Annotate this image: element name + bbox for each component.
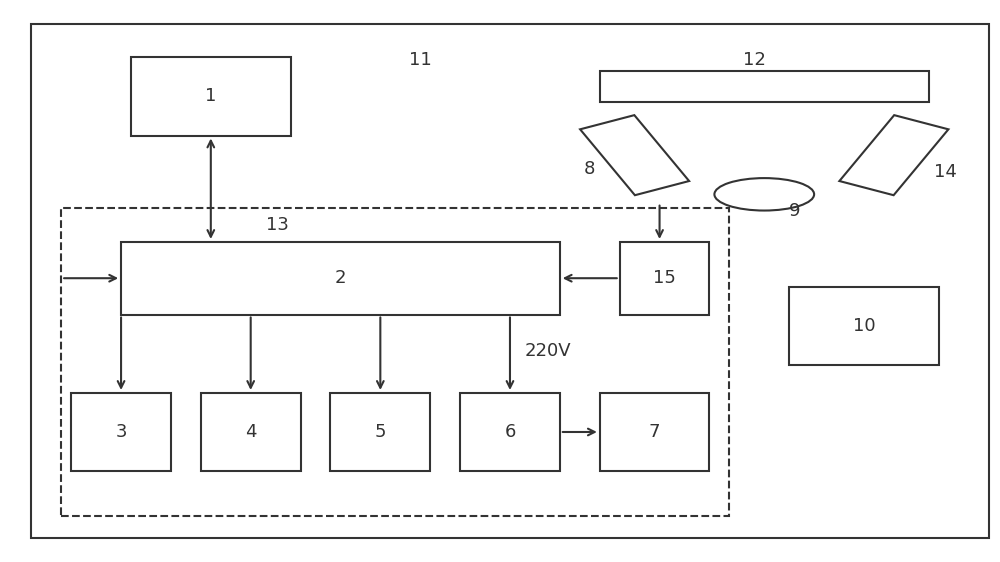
Text: 220V: 220V — [525, 342, 572, 360]
Bar — [580, 115, 689, 195]
Ellipse shape — [714, 178, 814, 211]
Bar — [460, 393, 560, 471]
Text: 10: 10 — [853, 317, 875, 335]
Text: 9: 9 — [789, 202, 801, 220]
Text: 15: 15 — [653, 269, 676, 287]
Text: 5: 5 — [375, 423, 386, 441]
Text: 3: 3 — [115, 423, 127, 441]
Bar — [61, 209, 729, 516]
Text: 6: 6 — [504, 423, 516, 441]
Bar — [121, 242, 560, 315]
Text: 13: 13 — [266, 216, 289, 234]
Bar — [620, 242, 709, 315]
Bar — [201, 393, 301, 471]
Text: 4: 4 — [245, 423, 256, 441]
Text: 11: 11 — [409, 51, 432, 69]
Text: 14: 14 — [934, 163, 957, 181]
Text: 1: 1 — [205, 88, 216, 106]
Bar — [600, 393, 709, 471]
Text: 7: 7 — [649, 423, 660, 441]
Bar — [330, 393, 430, 471]
Bar — [71, 393, 171, 471]
Bar — [600, 71, 929, 102]
Bar — [131, 57, 291, 135]
Text: 8: 8 — [583, 160, 595, 178]
Bar — [789, 287, 939, 365]
Text: 2: 2 — [335, 269, 346, 287]
Bar — [839, 115, 948, 195]
Text: 12: 12 — [743, 51, 766, 69]
